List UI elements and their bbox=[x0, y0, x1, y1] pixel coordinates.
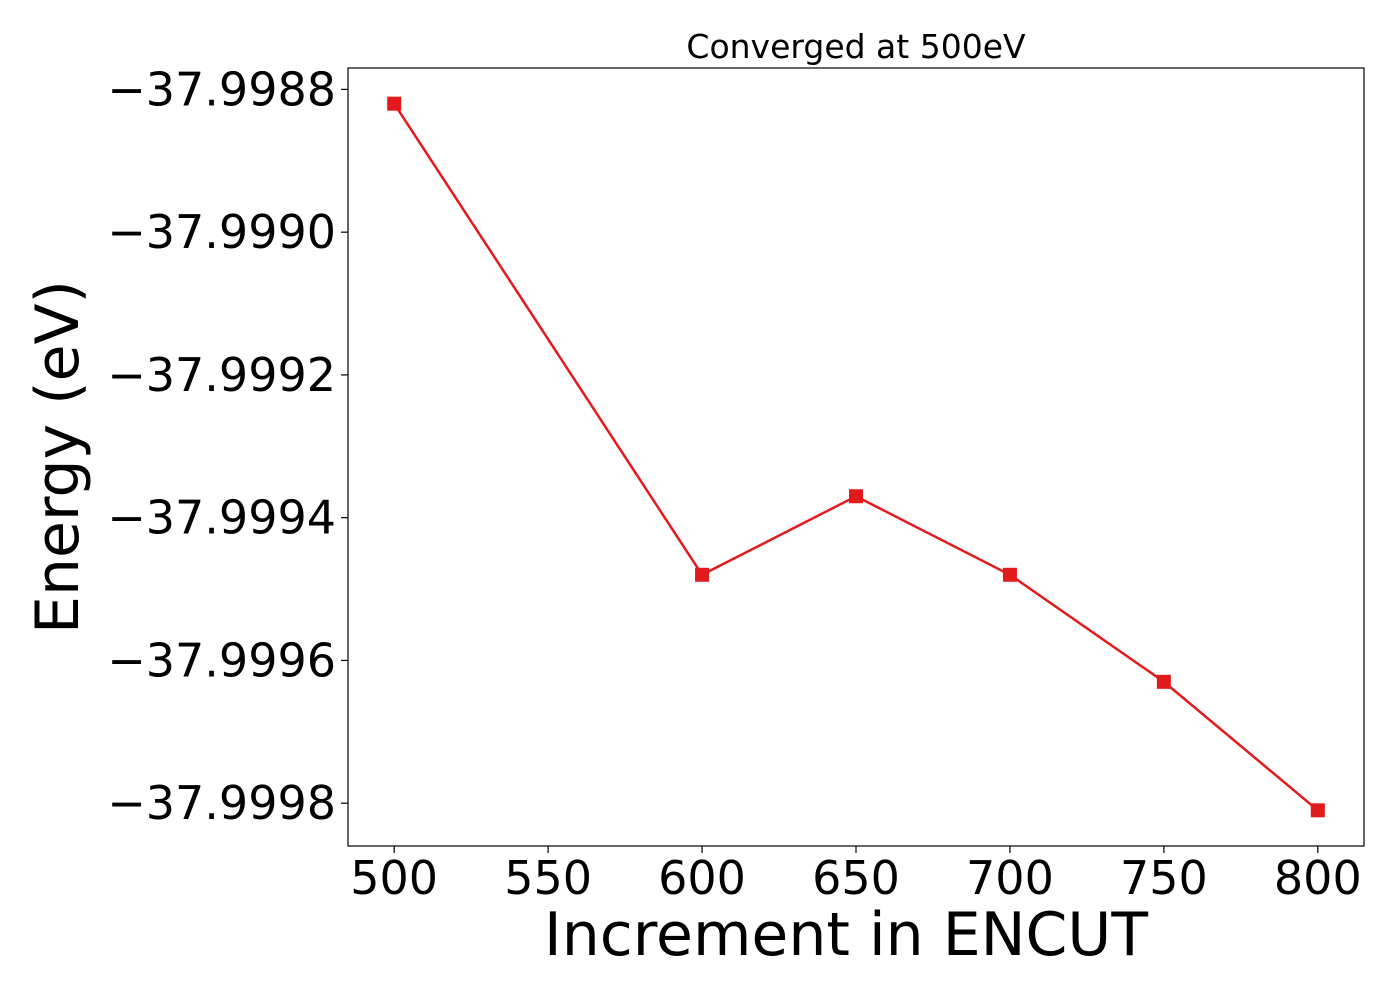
data-point bbox=[1156, 674, 1171, 689]
x-tick-label: 600 bbox=[658, 851, 746, 905]
x-axis-ticks: 500 550 600 650 700 750 800 bbox=[350, 846, 1362, 905]
data-point bbox=[387, 96, 402, 111]
y-tick-label: −37.9994 bbox=[107, 491, 336, 545]
series-layer bbox=[387, 96, 1325, 818]
x-tick-label: 500 bbox=[350, 851, 438, 905]
y-tick-label: −37.9988 bbox=[107, 62, 336, 116]
y-tick-label: −37.9996 bbox=[107, 633, 336, 687]
x-tick-label: 750 bbox=[1120, 851, 1208, 905]
data-point bbox=[849, 489, 863, 504]
y-axis-ticks: −37.9988 −37.9990 −37.9992 −37.9994 −37.9996… bbox=[107, 62, 348, 830]
data-point bbox=[695, 567, 710, 582]
x-tick-label: 550 bbox=[504, 851, 592, 905]
plot-area bbox=[347, 67, 1365, 847]
series-line bbox=[393, 103, 1319, 812]
x-tick-label: 700 bbox=[966, 851, 1054, 905]
y-tick-label: −37.9998 bbox=[107, 776, 336, 830]
data-point bbox=[1310, 803, 1325, 818]
x-tick-label: 800 bbox=[1274, 851, 1362, 905]
x-axis-label: Increment in ENCUT bbox=[544, 900, 1148, 970]
y-tick-label: −37.9992 bbox=[107, 348, 336, 402]
x-tick-label: 650 bbox=[812, 851, 900, 905]
y-axis-label: Energy (eV) bbox=[23, 280, 93, 634]
data-point bbox=[1002, 567, 1017, 582]
chart-title: Converged at 500eV bbox=[686, 27, 1026, 66]
y-tick-label: −37.9990 bbox=[107, 205, 336, 259]
